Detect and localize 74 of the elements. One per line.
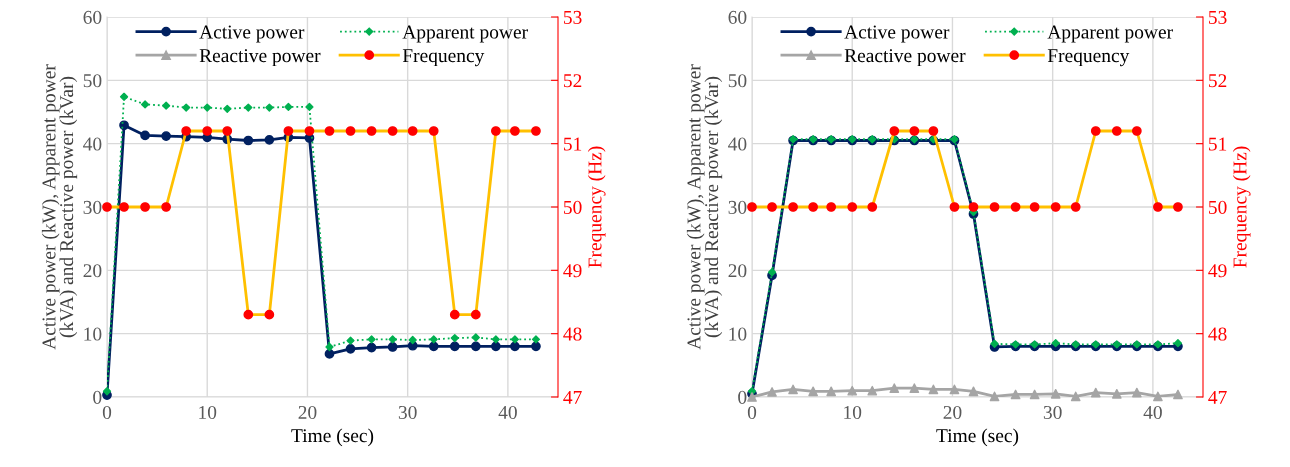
y2-tick-label: 53 [563, 10, 582, 24]
y2-tick-label: 53 [1208, 10, 1227, 24]
x-tick-label: 20 [298, 405, 317, 420]
y2-tick-label: 51 [563, 137, 582, 151]
point [949, 384, 960, 395]
x-tick-label: 20 [943, 405, 962, 420]
point [847, 385, 858, 396]
y-tick-label: 10 [84, 327, 102, 341]
y-tick-label: 60 [83, 10, 102, 24]
y-tick-label: 30 [728, 200, 747, 214]
x-tick-label: 10 [844, 405, 862, 420]
x-tick-label: 10 [199, 405, 217, 420]
point [1131, 387, 1142, 398]
point [889, 383, 900, 393]
point [808, 386, 818, 397]
y-tick-label: 20 [83, 264, 102, 278]
point [1173, 389, 1183, 400]
x-tick-label: 30 [1043, 405, 1062, 420]
y2-tick-label: 51 [1208, 137, 1227, 151]
y-tick-label: 40 [83, 137, 102, 151]
y-tick-label: 40 [728, 137, 747, 151]
x-tick-label: 0 [747, 405, 757, 420]
y2-tick-label: 52 [563, 74, 582, 88]
point [767, 387, 777, 397]
y-tick-label: 50 [728, 74, 747, 88]
legend-label: Apparent power [1047, 25, 1173, 43]
y-axis-title: Active power (kW), Apparent power (kVA) and Reactive power (kVar) [686, 64, 723, 350]
y-tick-label: 0 [738, 390, 747, 404]
legend-label: Frequency [402, 49, 485, 67]
y2-tick-label: 49 [1208, 264, 1227, 278]
point [747, 392, 757, 402]
y-tick-label: 50 [83, 74, 102, 88]
y-tick-label: 0 [93, 390, 102, 404]
legend-label: Reactive power [844, 49, 966, 67]
x-tick-label: 30 [398, 405, 417, 420]
point [788, 384, 798, 395]
y-tick-label: 10 [729, 327, 747, 341]
y2-axis-title: Frequency (Hz) [1232, 146, 1251, 268]
x-tick-label: 40 [1143, 405, 1162, 420]
y2-tick-label: 47 [563, 390, 582, 404]
point [968, 386, 979, 397]
point [1029, 389, 1040, 400]
x-tick-label: 0 [102, 405, 112, 420]
x-tick-label: 40 [498, 405, 517, 420]
y-axis-title: Active power (kW), Apparent power (kVA) and Reactive power (kVar) [41, 64, 78, 350]
y2-tick-label: 48 [563, 327, 582, 341]
point [1050, 388, 1061, 399]
point [989, 391, 1000, 402]
y-tick-label: 60 [728, 10, 747, 24]
y2-tick-label: 48 [1208, 327, 1227, 341]
x-axis-title: Time (sec) [936, 428, 1019, 447]
legend-label: Reactive power [199, 49, 321, 67]
point [909, 383, 920, 393]
y2-tick-label: 50 [563, 200, 582, 214]
y-tick-label: 20 [728, 264, 747, 278]
point [1010, 389, 1021, 400]
y2-tick-label: 47 [1208, 390, 1227, 404]
point [1090, 387, 1101, 398]
y-tick-label: 30 [83, 200, 102, 214]
legend-label: Active power [844, 25, 950, 43]
y2-tick-label: 52 [1208, 74, 1227, 88]
y2-tick-label: 49 [563, 264, 582, 278]
legend-label: Frequency [1047, 49, 1130, 67]
point [826, 386, 837, 397]
point [1111, 388, 1122, 399]
point [1070, 391, 1081, 402]
point [867, 385, 878, 396]
legend-label: Apparent power [402, 25, 528, 43]
point [928, 384, 939, 395]
y2-axis-title: Frequency (Hz) [587, 146, 606, 268]
x-axis-title: Time (sec) [291, 428, 374, 447]
y2-tick-label: 50 [1208, 200, 1227, 214]
point [1153, 391, 1163, 402]
legend-label: Active power [199, 25, 305, 43]
